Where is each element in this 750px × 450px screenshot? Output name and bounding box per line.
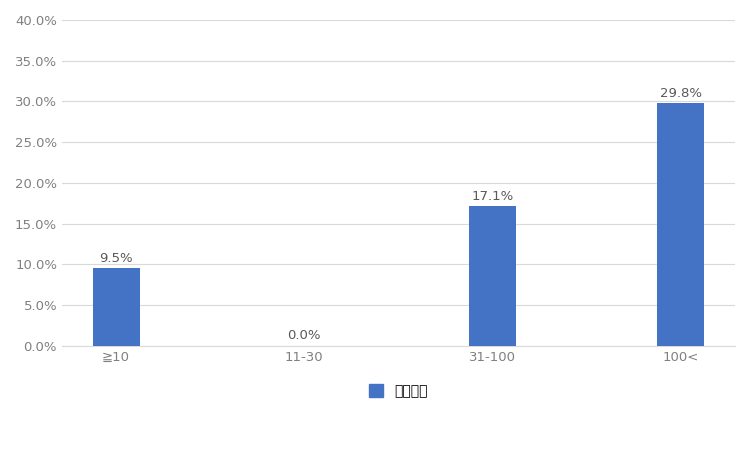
Text: 17.1%: 17.1%: [472, 190, 514, 203]
Bar: [92, 268, 140, 346]
Text: 9.5%: 9.5%: [99, 252, 133, 265]
Text: 29.8%: 29.8%: [660, 87, 702, 100]
Legend: 延期する: 延期する: [364, 379, 434, 404]
Text: 0.0%: 0.0%: [287, 329, 321, 342]
Bar: [469, 207, 516, 346]
Bar: [657, 103, 704, 346]
